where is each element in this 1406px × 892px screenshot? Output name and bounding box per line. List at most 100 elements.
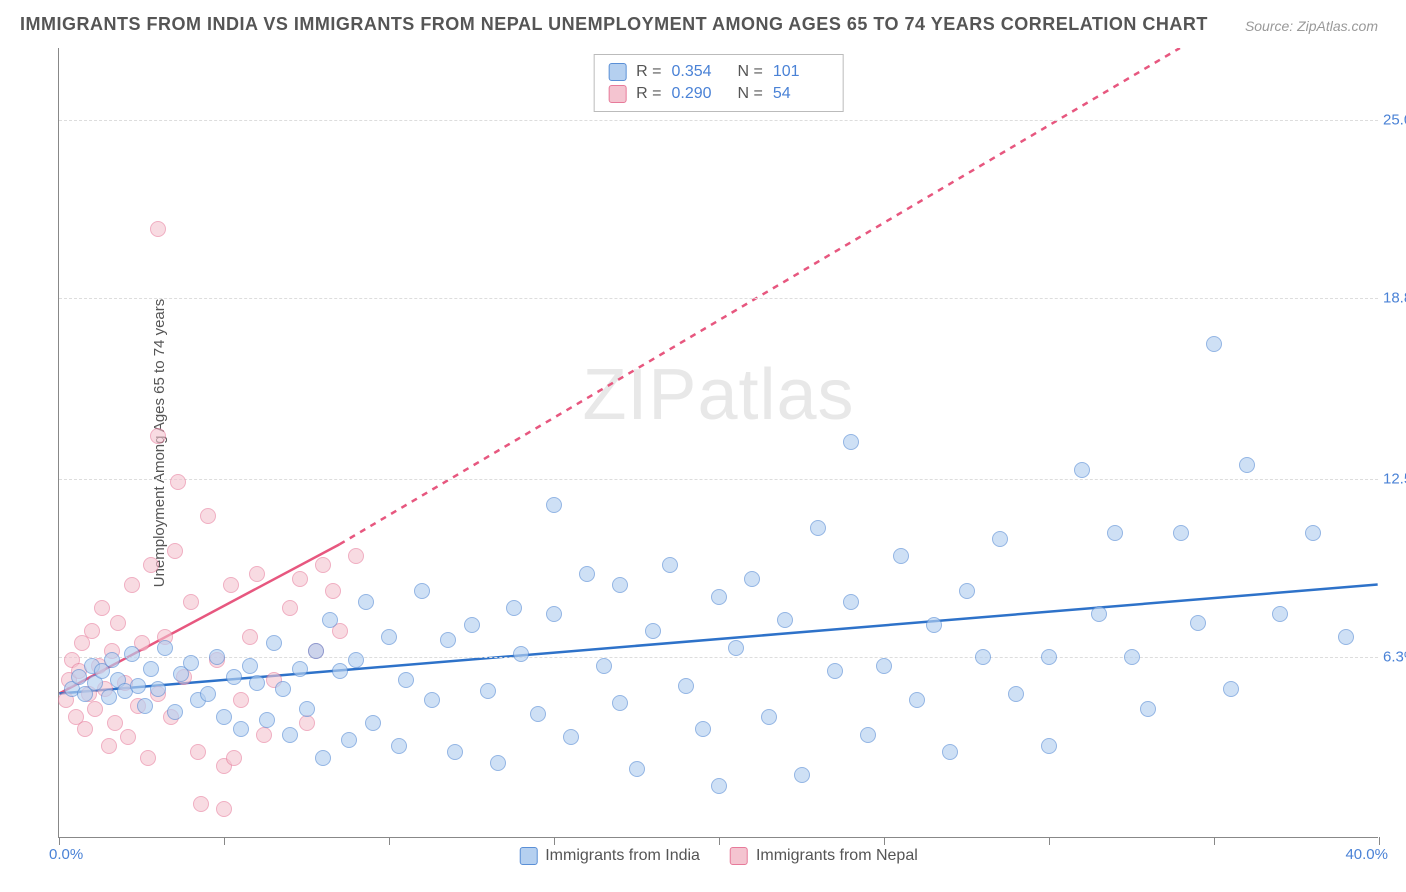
point-nepal — [315, 557, 331, 573]
point-nepal — [223, 577, 239, 593]
point-india — [1124, 649, 1140, 665]
point-india — [612, 577, 628, 593]
point-india — [143, 661, 159, 677]
x-axis-start: 0.0% — [49, 846, 83, 863]
correlation-legend: R = 0.354 N = 101 R = 0.290 N = 54 — [593, 54, 844, 112]
x-tick — [1214, 837, 1215, 845]
point-nepal — [170, 474, 186, 490]
point-india — [827, 663, 843, 679]
point-india — [101, 689, 117, 705]
point-india — [926, 617, 942, 633]
chart-container: IMMIGRANTS FROM INDIA VS IMMIGRANTS FROM… — [0, 0, 1406, 892]
x-tick — [224, 837, 225, 845]
point-india — [959, 583, 975, 599]
n-value-india: 101 — [773, 63, 829, 81]
point-nepal — [190, 744, 206, 760]
point-nepal — [110, 615, 126, 631]
point-india — [157, 640, 173, 656]
point-india — [1008, 686, 1024, 702]
n-label: N = — [738, 63, 763, 81]
x-tick — [389, 837, 390, 845]
point-nepal — [226, 750, 242, 766]
point-india — [200, 686, 216, 702]
point-nepal — [299, 715, 315, 731]
point-nepal — [193, 796, 209, 812]
point-india — [322, 612, 338, 628]
point-india — [398, 672, 414, 688]
point-india — [299, 701, 315, 717]
point-india — [391, 738, 407, 754]
point-nepal — [216, 801, 232, 817]
point-nepal — [249, 566, 265, 582]
trend-lines — [59, 48, 1378, 837]
point-india — [1140, 701, 1156, 717]
legend-row-nepal: R = 0.290 N = 54 — [608, 83, 829, 105]
r-value-nepal: 0.290 — [672, 85, 728, 103]
point-india — [209, 649, 225, 665]
point-india — [1239, 457, 1255, 473]
point-india — [711, 778, 727, 794]
source-label: Source: ZipAtlas.com — [1245, 18, 1378, 34]
point-india — [860, 727, 876, 743]
y-tick-label: 12.5% — [1383, 470, 1406, 487]
point-nepal — [107, 715, 123, 731]
point-india — [1305, 525, 1321, 541]
point-india — [678, 678, 694, 694]
point-india — [843, 594, 859, 610]
point-india — [992, 531, 1008, 547]
point-india — [513, 646, 529, 662]
point-nepal — [183, 594, 199, 610]
point-india — [275, 681, 291, 697]
point-nepal — [167, 543, 183, 559]
point-india — [777, 612, 793, 628]
point-india — [71, 669, 87, 685]
point-india — [744, 571, 760, 587]
point-india — [358, 594, 374, 610]
x-tick — [59, 837, 60, 845]
swatch-nepal — [730, 847, 748, 865]
point-nepal — [77, 721, 93, 737]
point-india — [365, 715, 381, 731]
point-india — [563, 729, 579, 745]
point-india — [124, 646, 140, 662]
x-tick — [884, 837, 885, 845]
point-india — [233, 721, 249, 737]
gridline — [59, 120, 1378, 121]
point-india — [506, 600, 522, 616]
point-india — [1338, 629, 1354, 645]
point-nepal — [200, 508, 216, 524]
point-india — [242, 658, 258, 674]
chart-title: IMMIGRANTS FROM INDIA VS IMMIGRANTS FROM… — [20, 14, 1208, 35]
series-label-india: Immigrants from India — [545, 847, 700, 865]
point-india — [137, 698, 153, 714]
x-tick — [1049, 837, 1050, 845]
point-india — [711, 589, 727, 605]
point-india — [308, 643, 324, 659]
point-india — [1041, 649, 1057, 665]
r-label: R = — [636, 85, 661, 103]
gridline — [59, 479, 1378, 480]
point-india — [266, 635, 282, 651]
point-nepal — [348, 548, 364, 564]
legend-row-india: R = 0.354 N = 101 — [608, 61, 829, 83]
swatch-india — [519, 847, 537, 865]
point-nepal — [143, 557, 159, 573]
point-india — [130, 678, 146, 694]
point-nepal — [233, 692, 249, 708]
point-india — [464, 617, 480, 633]
point-india — [414, 583, 430, 599]
point-india — [480, 683, 496, 699]
point-india — [546, 497, 562, 513]
n-label: N = — [738, 85, 763, 103]
point-india — [341, 732, 357, 748]
point-india — [226, 669, 242, 685]
point-india — [662, 557, 678, 573]
gridline — [59, 657, 1378, 658]
point-india — [1041, 738, 1057, 754]
x-tick — [719, 837, 720, 845]
point-nepal — [242, 629, 258, 645]
point-nepal — [150, 221, 166, 237]
point-india — [183, 655, 199, 671]
point-india — [1107, 525, 1123, 541]
point-india — [629, 761, 645, 777]
